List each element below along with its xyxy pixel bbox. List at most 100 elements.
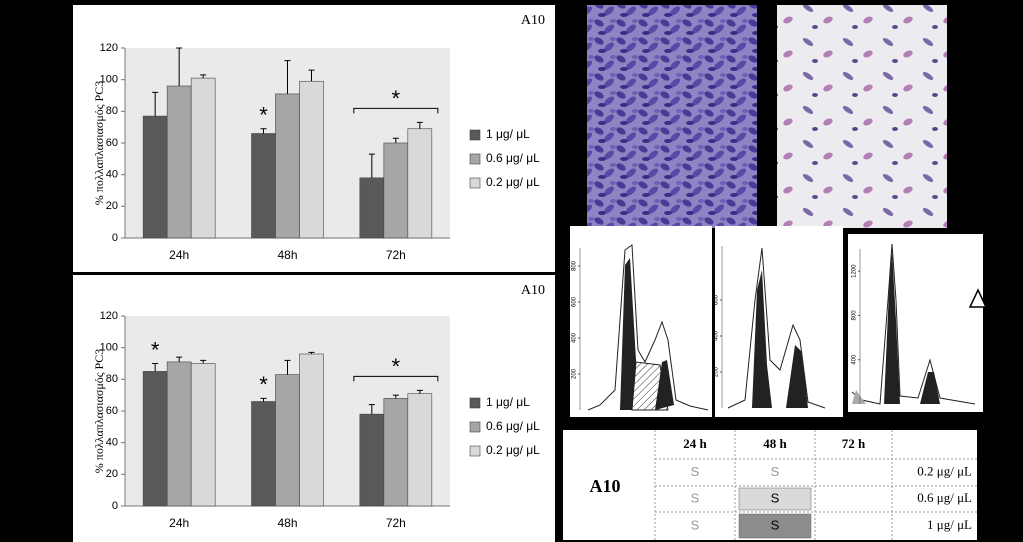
table-dose: 1 μg/ μL bbox=[927, 517, 972, 532]
error-bar bbox=[152, 91, 159, 117]
bar bbox=[166, 361, 192, 507]
histogram-peak bbox=[884, 250, 900, 404]
y-axis-label: % πολλαπλασιασμός PC3 bbox=[92, 81, 106, 205]
histogram-peak bbox=[655, 360, 674, 410]
table-cell: S bbox=[691, 517, 700, 532]
bar bbox=[299, 80, 324, 239]
x-tick-label: 48h bbox=[277, 248, 297, 262]
error-bar bbox=[392, 394, 399, 399]
histogram-peak bbox=[786, 345, 808, 408]
y-tick-label: 600 bbox=[572, 296, 578, 307]
bar bbox=[190, 77, 216, 239]
y-tick-label: 400 bbox=[714, 330, 720, 341]
y-tick-label: 120 bbox=[100, 42, 118, 54]
error-bar bbox=[152, 363, 159, 372]
table-cell: S bbox=[771, 517, 780, 532]
legend-label: 1 μg/ μL bbox=[486, 127, 530, 141]
micrograph bbox=[777, 5, 947, 228]
table-cell-shade bbox=[738, 513, 812, 539]
bar bbox=[166, 85, 192, 239]
x-tick-label: 24h bbox=[169, 248, 189, 262]
bar bbox=[275, 374, 300, 507]
table-cell-shade bbox=[738, 487, 812, 511]
error-bar bbox=[260, 397, 267, 402]
histogram-panel bbox=[715, 226, 843, 417]
y-tick-label: 800 bbox=[572, 260, 578, 271]
error-bar bbox=[416, 389, 423, 394]
y-tick-label: 0 bbox=[112, 232, 118, 244]
table-row-label: A10 bbox=[590, 476, 621, 496]
y-tick-label: 100 bbox=[100, 342, 118, 354]
significance-mark: * bbox=[259, 372, 268, 397]
micrograph bbox=[587, 5, 757, 228]
significance-bracket bbox=[353, 375, 439, 382]
y-tick-label: 120 bbox=[100, 310, 118, 322]
error-bar bbox=[176, 356, 183, 362]
table-cell: S bbox=[771, 464, 780, 479]
error-bar bbox=[260, 128, 267, 134]
legend-label: 1 μg/ μL bbox=[486, 395, 530, 409]
legend-swatch bbox=[469, 177, 481, 189]
bar bbox=[383, 398, 409, 507]
chart-title: A10 bbox=[521, 283, 545, 298]
error-bar bbox=[392, 137, 399, 143]
error-bar bbox=[176, 47, 183, 86]
bar bbox=[251, 133, 276, 239]
legend-swatch bbox=[469, 129, 481, 141]
error-bar bbox=[308, 351, 315, 354]
bar bbox=[407, 393, 433, 507]
significance-mark: * bbox=[392, 354, 401, 379]
y-tick-label: 40 bbox=[106, 437, 118, 449]
error-bar bbox=[308, 69, 315, 82]
bar bbox=[190, 363, 216, 507]
y-tick-label: 600 bbox=[714, 294, 720, 305]
y-tick-label: 200 bbox=[572, 368, 578, 379]
table-header: 72 h bbox=[842, 436, 866, 451]
error-bar bbox=[416, 121, 423, 129]
significance-mark: * bbox=[151, 337, 160, 362]
x-tick-label: 72h bbox=[386, 516, 406, 530]
significance-mark: * bbox=[392, 86, 401, 111]
x-tick-label: 24h bbox=[169, 516, 189, 530]
y-tick-label: 1200 bbox=[852, 264, 858, 278]
y-tick-label: 60 bbox=[106, 137, 118, 149]
bar bbox=[299, 353, 324, 507]
x-tick-label: 72h bbox=[386, 248, 406, 262]
y-axis-label: % πολλαπλασιασμός PC3 bbox=[92, 349, 106, 473]
bar bbox=[142, 115, 168, 239]
significance-mark: * bbox=[259, 103, 268, 128]
legend-swatch bbox=[469, 397, 481, 409]
bar bbox=[359, 177, 385, 239]
chart-title: A10 bbox=[521, 13, 545, 28]
error-bar bbox=[200, 74, 207, 79]
table-dose: 0.2 μg/ μL bbox=[917, 463, 972, 478]
y-tick-label: 80 bbox=[106, 105, 118, 117]
x-tick-label: 48h bbox=[277, 516, 297, 530]
y-tick-label: 80 bbox=[106, 373, 118, 385]
error-bar bbox=[200, 359, 207, 364]
bar bbox=[142, 371, 168, 507]
y-tick-label: 40 bbox=[106, 169, 118, 181]
histogram-curve bbox=[587, 244, 709, 411]
table-dose: 0.6 μg/ μL bbox=[917, 490, 972, 505]
table-cell: S bbox=[691, 490, 700, 505]
bar bbox=[407, 128, 433, 239]
y-tick-label: 200 bbox=[714, 366, 720, 377]
bar bbox=[383, 142, 409, 239]
y-tick-label: 20 bbox=[106, 200, 118, 212]
y-tick-label: 0 bbox=[112, 500, 118, 512]
error-bar bbox=[368, 153, 375, 178]
bar bbox=[251, 401, 276, 507]
legend-label: 0.6 μg/ μL bbox=[486, 151, 540, 165]
legend-swatch bbox=[469, 153, 481, 165]
y-tick-label: 20 bbox=[106, 468, 118, 480]
table-header: 48 h bbox=[763, 436, 787, 451]
y-tick-label: 400 bbox=[852, 354, 858, 365]
legend-swatch bbox=[469, 445, 481, 457]
y-tick-label: 800 bbox=[852, 310, 858, 321]
error-bar bbox=[368, 404, 375, 415]
bar bbox=[359, 413, 385, 507]
histogram-subg1 bbox=[852, 390, 866, 404]
